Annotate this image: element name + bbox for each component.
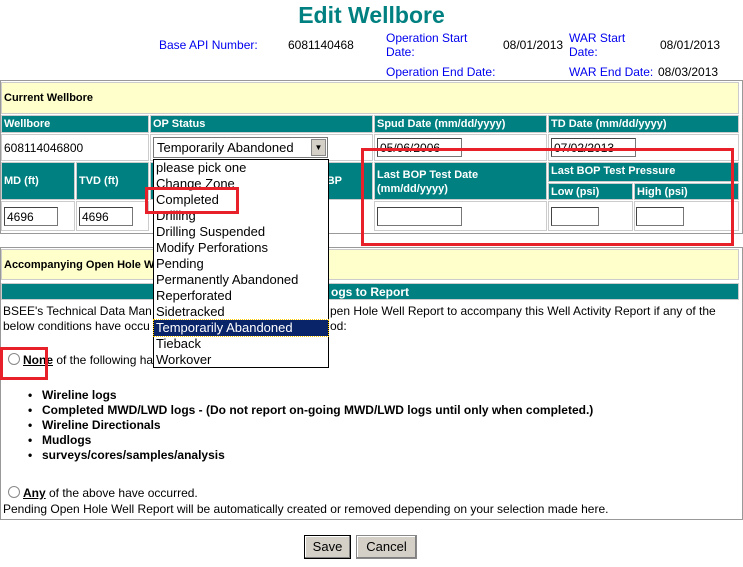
bullet-item: Wireline Directionals [28,418,161,432]
col-md: MD (ft) [1,162,75,200]
option-sidetracked[interactable]: Sidetracked [156,304,225,319]
op-end-label: Operation End Date: [386,65,496,79]
tvd-cell [76,201,149,231]
md-cell [1,201,75,231]
chevron-down-icon[interactable]: ▼ [311,139,326,156]
bullet-item: Mudlogs [28,433,91,447]
war-start-label-line2: Date: [569,45,598,59]
op-start-label: Operation Start Date: [386,31,467,59]
logs-to-report-header: ogs to Report [1,283,739,300]
page-title: Edit Wellbore [298,2,445,28]
spud-date-input[interactable] [377,138,462,157]
highlight-completed [145,187,239,214]
option-modify-perforations[interactable]: Modify Perforations [156,240,268,255]
any-label-bold: Any [23,486,46,500]
low-psi-input[interactable] [551,207,599,226]
war-end-label: WAR End Date: [569,65,654,79]
cancel-button[interactable]: Cancel [356,535,417,559]
option-workover[interactable]: Workover [156,352,212,367]
war-start-label: WAR Start Date: [569,31,625,59]
col-op-status: OP Status [150,115,373,133]
para-line2-end: od: [330,319,347,333]
option-permanently-abandoned[interactable]: Permanently Abandoned [156,272,299,287]
col-spud-date: Spud Date (mm/dd/yyyy) [374,115,547,133]
highlight-bop-fields [361,148,734,246]
any-radio[interactable] [8,486,20,498]
col-last-bop-date: Last BOP Test Date (mm/dd/yyyy) [374,162,547,200]
bop-date-cell [374,201,547,231]
none-label-rest: of the following ha [53,353,154,367]
war-start-value: 08/01/2013 [660,38,721,52]
op-status-select[interactable]: Temporarily Abandoned ▼ [153,137,328,158]
para-line1-end: pen Hole Well Report to accompany this W… [330,304,716,318]
wellbore-value: 608114046800 [1,134,149,161]
option-temporarily-abandoned[interactable]: Temporarily Abandoned [153,319,329,337]
option-tieback[interactable]: Tieback [156,336,202,351]
td-date-input[interactable] [551,138,636,157]
option-reperforated[interactable]: Reperforated [156,288,232,303]
save-button[interactable]: Save [304,535,351,559]
op-start-value: 08/01/2013 [503,38,564,52]
open-hole-header: Accompanying Open Hole W [1,249,739,280]
none-radio[interactable] [8,353,20,365]
current-wellbore-header: Current Wellbore [1,82,739,114]
highlight-none-radio [0,347,48,380]
op-status-dropdown-list[interactable]: please pick one Change Zone Completed Dr… [153,159,329,368]
spud-cell [374,134,547,161]
col-last-bop-pressure: Last BOP Test Pressure [548,162,739,182]
high-psi-input[interactable] [636,207,684,226]
option-completed[interactable]: Completed [156,192,219,207]
tvd-input[interactable] [79,207,133,226]
bullet-item: Completed MWD/LWD logs - (Do not report … [28,403,593,417]
bop-date-line1: Last BOP Test Date [377,169,479,181]
base-api-value: 6081140468 [288,38,354,52]
war-start-label-line1: WAR Start [569,31,626,45]
low-cell [548,201,633,231]
col-td-date: TD Date (mm/dd/yyyy) [548,115,739,133]
op-start-label-line2: Date: [386,45,415,59]
md-input[interactable] [4,207,58,226]
any-label-rest: of the above have occurred. [45,486,198,500]
col-high-psi: High (psi) [634,183,739,200]
td-cell [548,134,739,161]
base-api-label: Base API Number: [159,38,258,52]
bullet-item: Wireline logs [28,388,116,402]
bullet-item: surveys/cores/samples/analysis [28,448,225,462]
col-wellbore: Wellbore [1,115,149,133]
para-line2-start: below conditions have occu [3,319,150,333]
bop-date-line2: (mm/dd/yyyy) [377,183,448,195]
war-end-value: 08/03/2013 [658,65,719,79]
option-please-pick-one[interactable]: please pick one [156,160,247,175]
op-status-value: Temporarily Abandoned [157,140,294,155]
col-low-psi: Low (psi) [548,183,633,200]
col-tvd: TVD (ft) [76,162,149,200]
pending-note: Pending Open Hole Well Report will be au… [3,502,609,516]
para-line1-start: BSEE's Technical Data Man [3,304,152,318]
any-label: Any of the above have occurred. [23,486,198,500]
option-pending[interactable]: Pending [156,256,204,271]
option-drilling-suspended[interactable]: Drilling Suspended [156,224,266,239]
bop-date-input[interactable] [377,207,462,226]
high-cell [634,201,739,231]
op-start-label-line1: Operation Start [386,31,468,45]
